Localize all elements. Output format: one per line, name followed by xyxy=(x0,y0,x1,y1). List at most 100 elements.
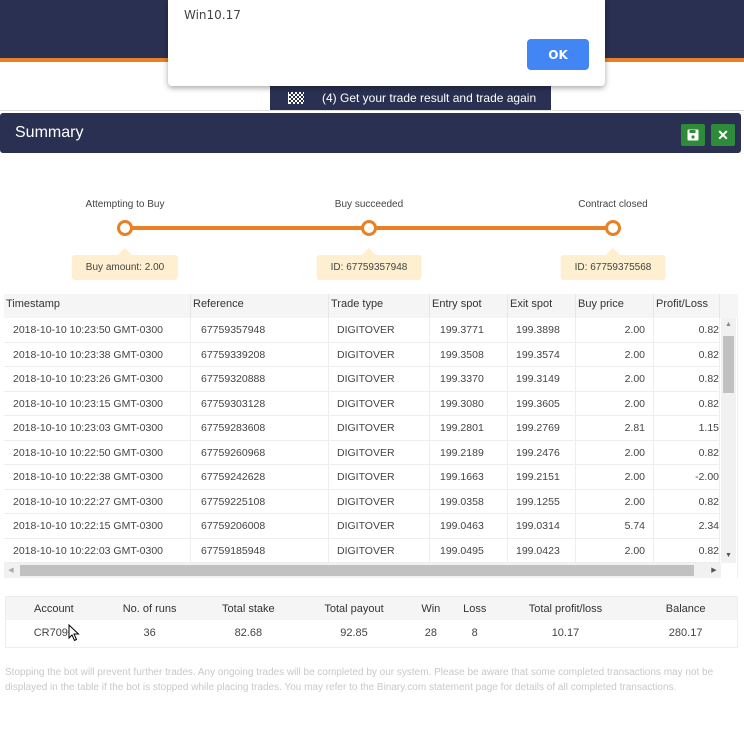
cell-buy-price: 2.00 xyxy=(576,318,654,342)
cell-trade-type: DIGITOVER xyxy=(329,367,430,391)
account-value: CR7090 xyxy=(33,627,75,639)
scroll-up-arrow-icon[interactable]: ▲ xyxy=(725,321,732,328)
timeline-info-bubble: ID: 67759357948 xyxy=(316,248,422,280)
divider xyxy=(0,110,744,111)
cell-entry-spot: 199.3080 xyxy=(430,391,508,415)
cell-exit-spot: 199.0423 xyxy=(508,538,576,562)
cell-entry-spot: 199.3508 xyxy=(430,342,508,366)
cell-buy-price: 2.00 xyxy=(576,489,654,513)
column-header-buy-price[interactable]: Buy price xyxy=(576,294,654,318)
timeline-info-bubble: Buy amount: 2.00 xyxy=(71,248,179,280)
cell-buy-price: 5.74 xyxy=(576,514,654,538)
cell-reference: 67759339208 xyxy=(191,342,329,366)
scroll-right-arrow-icon[interactable]: ▶ xyxy=(711,567,717,574)
cell-buy-price: 2.00 xyxy=(576,391,654,415)
summary-title: Summary xyxy=(15,124,84,141)
vertical-scroll-thumb[interactable] xyxy=(723,336,734,393)
alert-dialog: Win10.17 OK xyxy=(168,0,605,86)
balance-value: 280.17 xyxy=(668,627,703,639)
cell-exit-spot: 199.2151 xyxy=(508,465,576,489)
tour-step-tab[interactable]: (4) Get your trade result and trade agai… xyxy=(270,86,551,110)
save-button[interactable] xyxy=(681,124,705,146)
table-row[interactable]: 2018-10-10 10:23:50 GMT-0300 67759357948 D… xyxy=(4,318,720,343)
runs-value: 36 xyxy=(143,627,156,639)
timeline-node-icon xyxy=(361,220,377,236)
close-button[interactable]: ✕ xyxy=(711,124,735,146)
cell-buy-price: 2.81 xyxy=(576,416,654,440)
cell-buy-price: 2.00 xyxy=(576,465,654,489)
cell-reference: 67759260968 xyxy=(191,440,329,464)
table-row[interactable]: 2018-10-10 10:23:38 GMT-0300 67759339208 D… xyxy=(4,342,720,367)
cell-buy-price: 2.00 xyxy=(576,342,654,366)
stats-row: CR7090 36 82.68 92.85 28 8 10.17 280.17 xyxy=(6,620,737,647)
tour-step-label: (4) Get your trade result and trade agai… xyxy=(322,91,537,105)
cell-exit-spot: 199.0314 xyxy=(508,514,576,538)
stats-header-account: Account xyxy=(33,603,74,615)
table-row[interactable]: 2018-10-10 10:22:27 GMT-0300 67759225108 D… xyxy=(4,489,720,514)
cell-timestamp: 2018-10-10 10:22:27 GMT-0300 xyxy=(4,489,191,513)
cell-profit-loss: 0.82 xyxy=(654,391,720,415)
cell-reference: 67759242628 xyxy=(191,465,329,489)
horizontal-scroll-thumb[interactable] xyxy=(20,565,694,576)
alert-ok-button[interactable]: OK xyxy=(527,39,589,70)
cell-trade-type: DIGITOVER xyxy=(329,416,430,440)
cell-profit-loss: 0.82 xyxy=(654,342,720,366)
timeline-step-label: Attempting to Buy xyxy=(85,199,165,210)
cell-exit-spot: 199.1255 xyxy=(508,489,576,513)
cell-reference: 67759185948 xyxy=(191,538,329,562)
checkered-flag-icon xyxy=(288,92,304,104)
table-row[interactable]: 2018-10-10 10:22:15 GMT-0300 67759206008 D… xyxy=(4,514,720,539)
stats-header-payout: Total payout xyxy=(324,603,384,615)
table-row[interactable]: 2018-10-10 10:23:26 GMT-0300 67759320888 D… xyxy=(4,367,720,392)
table-row[interactable]: 2018-10-10 10:23:15 GMT-0300 67759303128 D… xyxy=(4,391,720,416)
trades-table-header: Timestamp Reference Trade type Entry spo… xyxy=(4,294,738,318)
trades-table-body: 2018-10-10 10:23:50 GMT-0300 67759357948 D… xyxy=(4,318,720,563)
cell-timestamp: 2018-10-10 10:22:50 GMT-0300 xyxy=(4,440,191,464)
cell-profit-loss: 0.82 xyxy=(654,367,720,391)
loss-count: 8 xyxy=(471,627,478,639)
stats-header-runs: No. of runs xyxy=(122,603,177,615)
summary-panel-header[interactable]: Summary ✕ xyxy=(0,113,741,153)
scroll-down-arrow-icon[interactable]: ▼ xyxy=(725,552,732,559)
cell-trade-type: DIGITOVER xyxy=(329,514,430,538)
vertical-scrollbar[interactable]: ▲ ▼ xyxy=(721,318,736,563)
cell-entry-spot: 199.3771 xyxy=(430,318,508,342)
column-header-reference[interactable]: Reference xyxy=(191,294,329,318)
cell-timestamp: 2018-10-10 10:23:15 GMT-0300 xyxy=(4,391,191,415)
cell-trade-type: DIGITOVER xyxy=(329,538,430,562)
cell-entry-spot: 199.2801 xyxy=(430,416,508,440)
cell-exit-spot: 199.3574 xyxy=(508,342,576,366)
table-row[interactable]: 2018-10-10 10:23:03 GMT-0300 67759283608 D… xyxy=(4,416,720,441)
stats-header-balance: Balance xyxy=(665,603,706,615)
total-profit-loss-value: 10.17 xyxy=(551,627,580,639)
cell-entry-spot: 199.0463 xyxy=(430,514,508,538)
cell-timestamp: 2018-10-10 10:22:15 GMT-0300 xyxy=(4,514,191,538)
cell-timestamp: 2018-10-10 10:23:03 GMT-0300 xyxy=(4,416,191,440)
cell-timestamp: 2018-10-10 10:23:38 GMT-0300 xyxy=(4,342,191,366)
cell-buy-price: 2.00 xyxy=(576,367,654,391)
timeline-info-bubble: ID: 67759375568 xyxy=(560,248,666,280)
floppy-disk-icon xyxy=(687,129,699,141)
table-row[interactable]: 2018-10-10 10:22:38 GMT-0300 67759242628 D… xyxy=(4,465,720,490)
table-row[interactable]: 2018-10-10 10:22:50 GMT-0300 67759260968 D… xyxy=(4,440,720,465)
cell-reference: 67759303128 xyxy=(191,391,329,415)
horizontal-scrollbar[interactable]: ◀ ▶ xyxy=(4,563,721,578)
disclaimer-text: Stopping the bot will prevent further tr… xyxy=(5,667,714,693)
column-header-profit-loss[interactable]: Profit/Loss xyxy=(654,294,720,318)
cell-entry-spot: 199.0495 xyxy=(430,538,508,562)
table-row[interactable]: 2018-10-10 10:22:03 GMT-0300 67759185948 D… xyxy=(4,538,720,563)
column-header-timestamp[interactable]: Timestamp xyxy=(4,294,191,318)
cell-profit-loss: -2.00 xyxy=(654,465,720,489)
cell-entry-spot: 199.2189 xyxy=(430,440,508,464)
cell-reference: 67759357948 xyxy=(191,318,329,342)
cell-trade-type: DIGITOVER xyxy=(329,342,430,366)
column-header-exit-spot[interactable]: Exit spot xyxy=(508,294,576,318)
trade-progress-timeline: Attempting to Buy Buy succeeded Contract… xyxy=(0,160,744,290)
scroll-left-arrow-icon[interactable]: ◀ xyxy=(8,567,14,574)
cell-exit-spot: 199.3605 xyxy=(508,391,576,415)
cell-profit-loss: 0.82 xyxy=(654,318,720,342)
column-header-entry-spot[interactable]: Entry spot xyxy=(430,294,508,318)
column-header-trade-type[interactable]: Trade type xyxy=(329,294,430,318)
cell-trade-type: DIGITOVER xyxy=(329,318,430,342)
cell-timestamp: 2018-10-10 10:22:38 GMT-0300 xyxy=(4,465,191,489)
